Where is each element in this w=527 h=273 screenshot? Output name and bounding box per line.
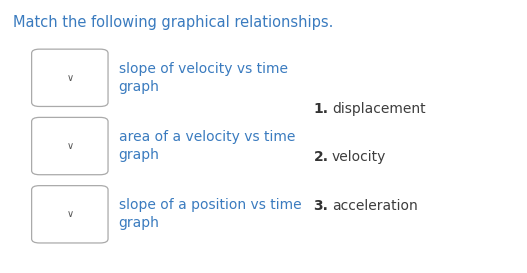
Text: velocity: velocity: [332, 150, 386, 164]
Text: displacement: displacement: [332, 102, 426, 116]
Text: ∨: ∨: [66, 141, 73, 151]
Text: 2.: 2.: [314, 150, 328, 164]
FancyBboxPatch shape: [32, 186, 108, 243]
Text: 3.: 3.: [314, 199, 328, 213]
Text: Match the following graphical relationships.: Match the following graphical relationsh…: [13, 15, 334, 30]
FancyBboxPatch shape: [32, 117, 108, 175]
Text: area of a velocity vs time
graph: area of a velocity vs time graph: [119, 130, 295, 162]
FancyBboxPatch shape: [32, 49, 108, 106]
Text: slope of a position vs time
graph: slope of a position vs time graph: [119, 198, 301, 230]
Text: ∨: ∨: [66, 73, 73, 83]
Text: ∨: ∨: [66, 209, 73, 219]
Text: 1.: 1.: [314, 102, 328, 116]
Text: slope of velocity vs time
graph: slope of velocity vs time graph: [119, 62, 288, 94]
Text: acceleration: acceleration: [332, 199, 418, 213]
